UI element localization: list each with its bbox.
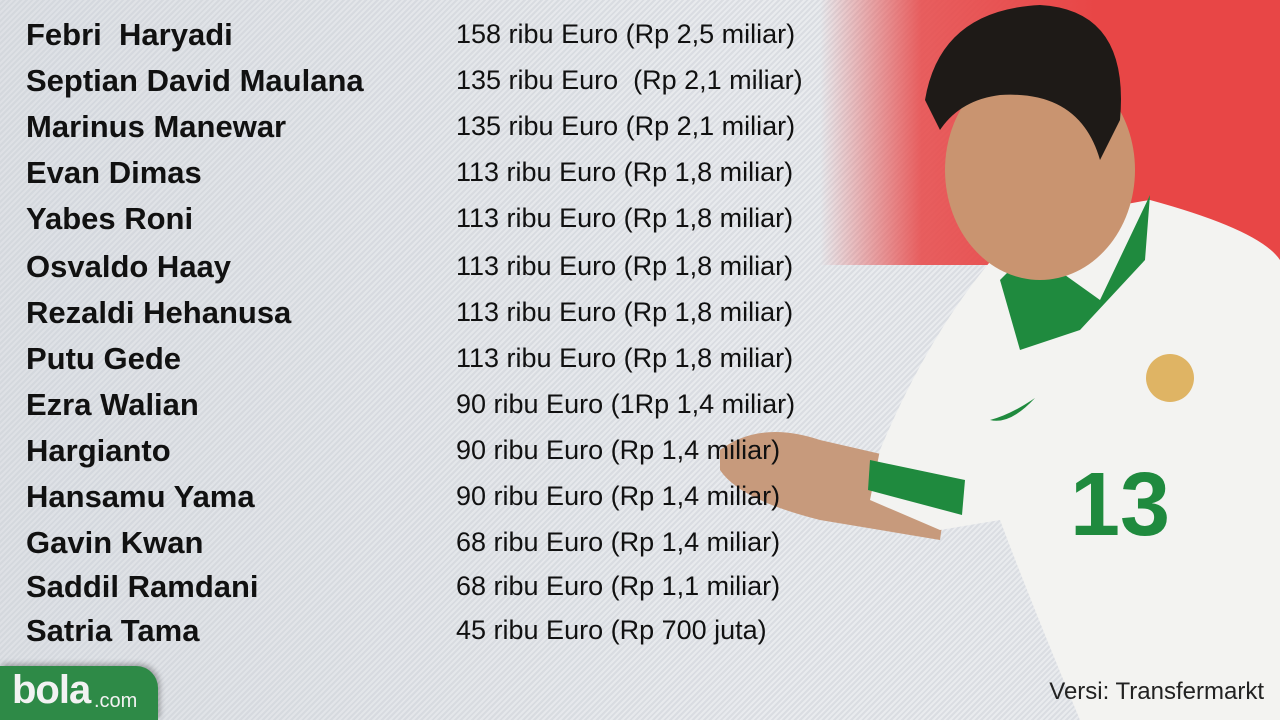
logo-brand: bola [12,668,91,712]
player-row: Rezaldi Hehanusa 113 ribu Euro (Rp 1,8 mi… [26,295,846,335]
player-name: Marinus Manewar [26,109,287,144]
market-value: 135 ribu Euro (Rp 2,1 miliar) [456,65,803,95]
player-row: Gavin Kwan 68 ribu Euro (Rp 1,4 miliar) [26,525,846,565]
player-name: Ezra Walian [26,387,199,422]
player-row: Marinus Manewar 135 ribu Euro (Rp 2,1 mil… [26,109,846,149]
jersey-collar [1000,195,1150,350]
player-row: Septian David Maulana 135 ribu Euro (Rp 2… [26,63,846,103]
player-name: Evan Dimas [26,155,202,190]
garuda-emblem-icon [1146,354,1194,402]
player-row: Febri Haryadi 158 ribu Euro (Rp 2,5 milia… [26,17,846,57]
player-hair [925,5,1121,160]
market-value: 68 ribu Euro (Rp 1,1 miliar) [456,571,781,601]
player-row: Putu Gede 113 ribu Euro (Rp 1,8 miliar) [26,341,846,381]
market-value: 113 ribu Euro (Rp 1,8 miliar) [456,343,794,373]
player-jersey [870,200,1280,720]
nike-swoosh-icon [990,398,1035,421]
bola-logo: bola .com [0,666,158,720]
market-value: 45 ribu Euro (Rp 700 juta) [456,615,767,645]
player-name: Febri Haryadi [26,17,233,52]
market-value: 90 ribu Euro (Rp 1,4 miliar) [456,435,781,465]
market-value: 113 ribu Euro (Rp 1,8 miliar) [456,297,794,327]
player-name: Saddil Ramdani [26,569,259,604]
jersey-number: 13 [1070,455,1170,555]
jersey-sleeve-cuff [868,460,965,515]
player-row: Ezra Walian 90 ribu Euro (1Rp 1,4 miliar) [26,387,846,427]
source-note: Versi: Transfermarkt [1049,678,1264,705]
market-value: 135 ribu Euro (Rp 2,1 miliar) [456,111,796,141]
player-row: Hansamu Yama 90 ribu Euro (Rp 1,4 miliar) [26,479,846,519]
market-value: 113 ribu Euro (Rp 1,8 miliar) [456,157,794,187]
logo-suffix: .com [94,690,138,712]
market-value: 113 ribu Euro (Rp 1,8 miliar) [456,251,794,281]
player-name: Osvaldo Haay [26,249,232,284]
market-value: 113 ribu Euro (Rp 1,8 miliar) [456,203,794,233]
player-row: Evan Dimas 113 ribu Euro (Rp 1,8 miliar) [26,155,846,195]
player-name: Hargianto [26,433,171,468]
player-photo: 13 [720,5,1280,720]
player-row: Yabes Roni 113 ribu Euro (Rp 1,8 miliar) [26,201,846,241]
market-value: 68 ribu Euro (Rp 1,4 miliar) [456,527,781,557]
market-value: 90 ribu Euro (Rp 1,4 miliar) [456,481,781,511]
player-name: Yabes Roni [26,201,194,236]
player-row: Osvaldo Haay 113 ribu Euro (Rp 1,8 miliar… [26,249,846,289]
player-name: Hansamu Yama [26,479,255,514]
player-name: Rezaldi Hehanusa [26,295,292,330]
player-name: Putu Gede [26,341,182,376]
player-name: Septian David Maulana [26,63,364,98]
player-row: Hargianto 90 ribu Euro (Rp 1,4 miliar) [26,433,846,473]
player-row: Saddil Ramdani 68 ribu Euro (Rp 1,1 milia… [26,569,846,609]
player-name: Satria Tama [26,613,200,648]
market-value: 158 ribu Euro (Rp 2,5 miliar) [456,19,796,49]
market-value: 90 ribu Euro (1Rp 1,4 miliar) [456,389,796,419]
player-row: Satria Tama 45 ribu Euro (Rp 700 juta) [26,613,846,653]
player-name: Gavin Kwan [26,525,204,560]
